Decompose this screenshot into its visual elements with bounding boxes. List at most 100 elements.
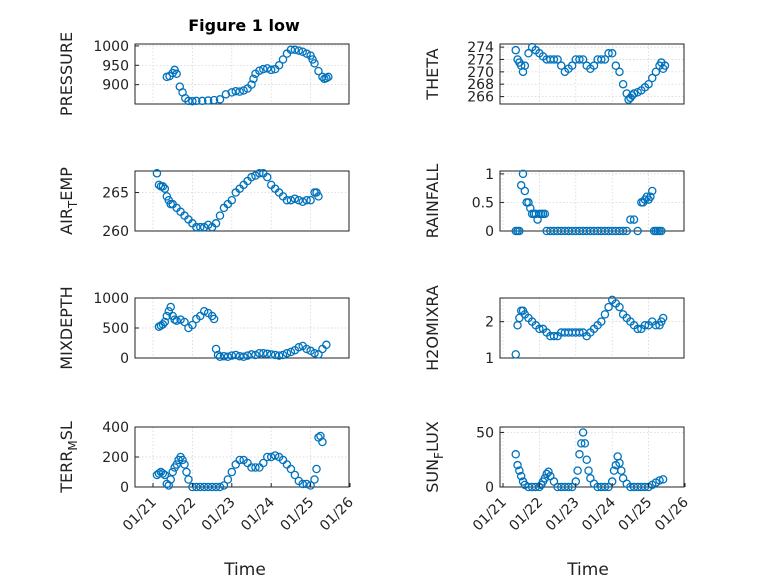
data-point	[247, 463, 256, 472]
data-point	[282, 195, 292, 205]
subplot-6: 1 2 H2OMIXRA	[423, 285, 685, 371]
data-point	[618, 226, 628, 236]
data-point	[573, 466, 582, 475]
data-point	[290, 45, 300, 55]
data-point	[622, 226, 632, 236]
data-point	[247, 80, 256, 89]
data-point	[607, 49, 617, 58]
data-point	[160, 317, 170, 327]
data-point	[655, 476, 664, 485]
y-tick-label: 2	[485, 315, 494, 331]
data-point	[247, 172, 256, 182]
data-point	[316, 431, 325, 441]
data-point	[215, 211, 225, 220]
data-point	[298, 479, 307, 489]
y-tick-label: 260	[102, 224, 129, 240]
data-point	[618, 79, 628, 89]
y-tick-label: 900	[102, 78, 129, 94]
data-point	[215, 482, 225, 492]
y-axis-label-part: SL	[57, 421, 76, 440]
data-point	[166, 302, 175, 312]
y-tick-label: 200	[102, 450, 129, 466]
data-point	[184, 475, 193, 484]
x-tick-label: 01/25	[278, 495, 318, 535]
data-point	[259, 348, 268, 358]
plot-frame	[499, 170, 685, 232]
data-point	[152, 169, 162, 178]
data-point	[294, 46, 304, 55]
data-point	[263, 349, 272, 359]
data-point	[184, 96, 193, 106]
data-point	[166, 475, 175, 484]
data-point	[589, 61, 599, 70]
y-axis-label: SUNFLUX	[423, 421, 446, 493]
data-point	[215, 95, 225, 104]
y-tick-label: 268	[467, 77, 494, 93]
data-point	[564, 482, 573, 492]
plot-frame	[134, 43, 350, 105]
y-tick-label: 270	[467, 65, 494, 81]
data-point	[162, 311, 172, 321]
data-point	[294, 342, 304, 352]
data-point	[239, 352, 248, 362]
data-point	[170, 315, 179, 324]
data-point	[302, 344, 311, 354]
y-tick-label: 500	[102, 321, 129, 337]
data-point	[294, 195, 304, 205]
x-tick-label: 01/22	[506, 495, 546, 535]
subplot-3: 260 265 AIRTEMP	[57, 167, 350, 240]
y-tick-label: 272	[467, 52, 494, 68]
data-point	[597, 55, 606, 64]
y-axis-label-subscript: F	[432, 452, 446, 459]
data-point	[158, 182, 168, 191]
data-point	[611, 61, 621, 70]
data-point	[310, 475, 319, 484]
data-point	[263, 172, 272, 182]
data-point	[192, 222, 201, 232]
data-point	[219, 481, 229, 490]
data-point	[154, 180, 164, 190]
data-point	[278, 55, 288, 64]
data-point	[575, 328, 584, 337]
data-point	[203, 96, 213, 105]
data-point	[513, 460, 522, 470]
data-point	[310, 348, 319, 358]
data-point	[290, 470, 300, 480]
data-point	[227, 88, 237, 97]
data-point	[231, 86, 240, 96]
data-point	[247, 350, 256, 359]
y-axis-label-subscript: T	[66, 200, 80, 209]
data-point	[259, 458, 268, 468]
data-point	[615, 302, 624, 312]
data-point	[640, 321, 650, 330]
y-tick-label: 1	[485, 167, 494, 183]
data-point	[188, 320, 197, 330]
data-point	[511, 450, 520, 459]
data-point	[215, 352, 225, 362]
data-point	[227, 351, 237, 360]
data-point	[626, 215, 635, 224]
data-point	[615, 458, 624, 468]
data-point	[633, 226, 642, 236]
data-point	[578, 55, 588, 64]
x-tick-label: 01/26	[652, 494, 692, 534]
plot-frame	[134, 170, 350, 232]
data-point	[600, 482, 610, 492]
data-point	[578, 428, 588, 437]
subplot-1: 900 950 1000 PRESSURE	[57, 32, 350, 116]
data-point	[286, 195, 296, 205]
data-point	[511, 45, 520, 55]
data-point	[582, 455, 591, 464]
data-point	[298, 47, 307, 56]
data-point	[255, 169, 264, 178]
data-point	[255, 66, 264, 75]
data-point	[266, 350, 276, 359]
plot-frame	[499, 297, 685, 359]
data-point	[227, 195, 237, 205]
data-point	[302, 195, 311, 205]
data-point	[318, 437, 327, 447]
data-point	[270, 350, 280, 360]
data-point	[180, 317, 189, 327]
data-point	[629, 215, 639, 224]
data-point	[188, 97, 197, 106]
